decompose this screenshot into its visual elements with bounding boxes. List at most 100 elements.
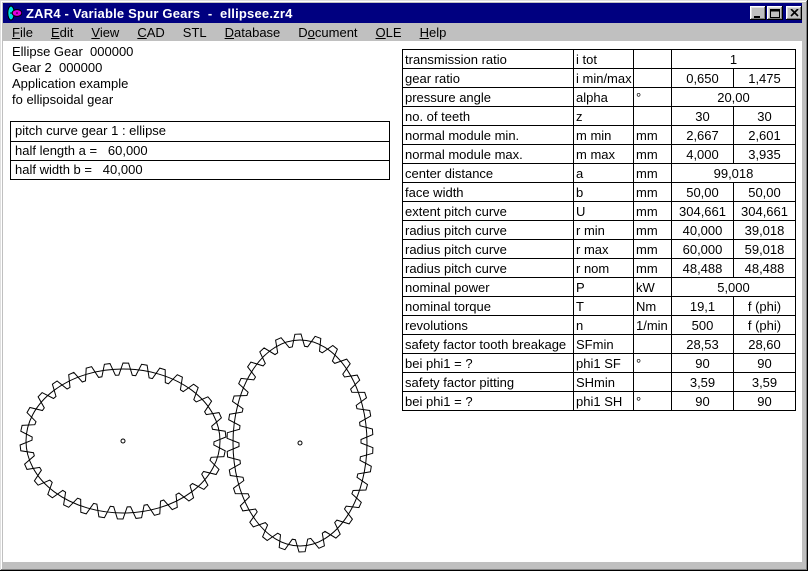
row-value-2: 50,00	[733, 182, 796, 202]
header-line-note1: Application example	[12, 76, 129, 91]
row-unit	[633, 49, 672, 69]
row-unit: mm	[633, 201, 672, 221]
row-value-2: f (phi)	[733, 296, 796, 316]
row-unit	[633, 372, 672, 392]
row-label: radius pitch curve	[402, 220, 574, 240]
minimize-icon	[754, 15, 760, 18]
menu-item-file[interactable]: File	[12, 24, 33, 40]
row-unit: mm	[633, 258, 672, 278]
row-unit: Nm	[633, 296, 672, 316]
row-value-2: 30	[733, 106, 796, 126]
row-symbol: m max	[573, 144, 634, 164]
row-label: safety factor tooth breakage	[402, 334, 574, 354]
table-row: center distance a mm 99,018	[402, 163, 796, 183]
row-symbol: SFmin	[573, 334, 634, 354]
pitch-table-row-title: pitch curve gear 1 : ellipse	[15, 123, 167, 138]
row-label: safety factor pitting	[402, 372, 574, 392]
row-value-1: 19,1	[671, 296, 734, 316]
row-unit: mm	[633, 144, 672, 164]
row-value-1: 28,53	[671, 334, 734, 354]
row-value-1: 90	[671, 391, 734, 411]
menu-item-document[interactable]: Document	[298, 24, 358, 40]
row-unit: mm	[633, 125, 672, 145]
row-label: nominal power	[402, 277, 574, 297]
row-unit: °	[633, 87, 672, 107]
gear-1-drawing	[19, 362, 227, 520]
row-value-1: 30	[671, 106, 734, 126]
header-line-note2: fo ellipsoidal gear	[12, 92, 114, 107]
menu-item-database[interactable]: Database	[224, 24, 281, 40]
menu-item-view[interactable]: View	[91, 24, 120, 40]
row-value-1: 500	[671, 315, 734, 335]
row-value-2: 3,59	[733, 372, 796, 392]
maximize-button[interactable]	[767, 6, 783, 20]
row-label: normal module min.	[402, 125, 574, 145]
menu-item-stl[interactable]: STL	[182, 24, 207, 40]
menu-item-edit[interactable]: Edit	[50, 24, 74, 40]
row-symbol: i min/max	[573, 68, 634, 88]
row-value-2: 304,661	[733, 201, 796, 221]
title-bar[interactable]: ZAR4 - Variable Spur Gears - ellipsee.zr…	[3, 3, 802, 23]
pitch-table-row-half-width: half width b = 40,000	[11, 160, 389, 179]
table-row: safety factor pitting SHmin 3,59 3,59	[402, 372, 796, 392]
row-symbol: phi1 SH	[573, 391, 634, 411]
row-value-span: 5,000	[671, 277, 796, 297]
minimize-button[interactable]	[750, 6, 766, 20]
row-label: transmission ratio	[402, 49, 574, 69]
gear-drawing	[19, 333, 374, 553]
row-value-2: 1,475	[733, 68, 796, 88]
row-symbol: r max	[573, 239, 634, 259]
row-symbol: SHmin	[573, 372, 634, 392]
table-row: bei phi1 = ? phi1 SH ° 90 90	[402, 391, 796, 411]
header-line-gear1: Ellipse Gear 000000	[12, 44, 134, 59]
client-area: Ellipse Gear 000000 Gear 2 000000 Applic…	[3, 41, 802, 562]
menu-item-cad[interactable]: CAD	[137, 24, 165, 40]
header-line-gear2: Gear 2 000000	[12, 60, 103, 75]
table-row: gear ratio i min/max 0,650 1,475	[402, 68, 796, 88]
row-unit: mm	[633, 239, 672, 259]
row-label: radius pitch curve	[402, 258, 574, 278]
row-unit: °	[633, 353, 672, 373]
table-row: transmission ratio i tot 1	[402, 49, 796, 69]
table-row: normal module max. m max mm 4,000 3,935	[402, 144, 796, 164]
row-label: revolutions	[402, 315, 574, 335]
row-unit: °	[633, 391, 672, 411]
row-value-2: 59,018	[733, 239, 796, 259]
row-value-2: 28,60	[733, 334, 796, 354]
row-value-2: 3,935	[733, 144, 796, 164]
close-button[interactable]	[786, 6, 802, 20]
row-label: extent pitch curve	[402, 201, 574, 221]
row-label: normal module max.	[402, 144, 574, 164]
table-row: safety factor tooth breakage SFmin 28,53 28…	[402, 334, 796, 354]
table-row: revolutions n 1/min 500 f (phi)	[402, 315, 796, 335]
row-value-1: 60,000	[671, 239, 734, 259]
row-value-1: 90	[671, 353, 734, 373]
row-value-2: 2,601	[733, 125, 796, 145]
row-value-1: 48,488	[671, 258, 734, 278]
row-unit: mm	[633, 220, 672, 240]
row-symbol: P	[573, 277, 634, 297]
row-value-span: 20,00	[671, 87, 796, 107]
row-label: radius pitch curve	[402, 239, 574, 259]
row-unit	[633, 68, 672, 88]
menu-item-ole[interactable]: OLE	[375, 24, 402, 40]
table-row: no. of teeth z 30 30	[402, 106, 796, 126]
table-row: pressure angle alpha ° 20,00	[402, 87, 796, 107]
row-label: no. of teeth	[402, 106, 574, 126]
row-symbol: U	[573, 201, 634, 221]
close-icon	[789, 9, 799, 17]
menu-bar: File Edit View CAD STL Database Document OLE Hel…	[3, 23, 802, 41]
results-table: transmission ratio i tot 1 gear ratio i min/…	[402, 49, 796, 411]
table-row: radius pitch curve r nom mm 48,488 48,488	[402, 258, 796, 278]
row-label: pressure angle	[402, 87, 574, 107]
row-value-span: 99,018	[671, 163, 796, 183]
row-value-2: 39,018	[733, 220, 796, 240]
row-value-1: 304,661	[671, 201, 734, 221]
row-unit: mm	[633, 163, 672, 183]
menu-item-help[interactable]: Help	[419, 24, 447, 40]
row-unit: kW	[633, 277, 672, 297]
row-label: gear ratio	[402, 68, 574, 88]
row-value-2: 48,488	[733, 258, 796, 278]
